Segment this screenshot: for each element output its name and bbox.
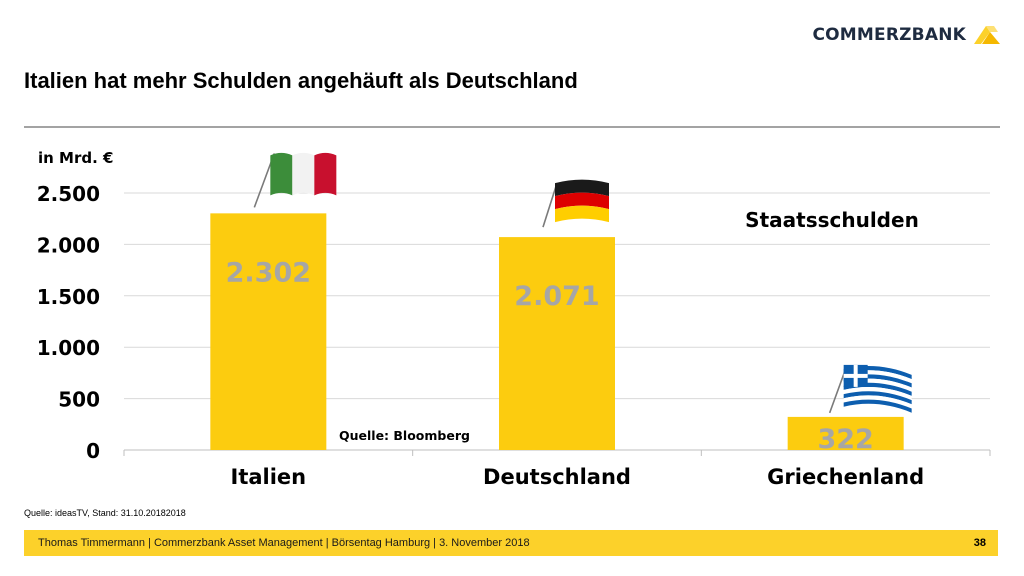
italy-flag-icon	[253, 152, 337, 208]
footer-bar: Thomas Timmermann | Commerzbank Asset Ma…	[24, 530, 998, 556]
germany-flag-icon	[542, 179, 609, 228]
ribbon-logo-icon	[974, 26, 1000, 44]
source-note: Quelle: ideasTV, Stand: 31.10.20182018	[24, 508, 186, 518]
bar-italien	[210, 213, 327, 450]
y-tick-label: 2.500	[37, 182, 100, 206]
chart-title: Staatsschulden	[745, 208, 919, 232]
y-axis-title: in Mrd. €	[38, 149, 113, 167]
bar-layer	[210, 213, 904, 450]
x-tick-label: Griechenland	[767, 465, 924, 489]
commerzbank-logo: COMMERZBANK	[812, 24, 1002, 46]
y-tick-label: 0	[86, 439, 100, 463]
x-tick-label: Deutschland	[483, 465, 631, 489]
y-tick-label: 1.500	[37, 285, 100, 309]
title-divider	[24, 126, 1000, 128]
flag-layer	[253, 152, 912, 414]
source-annotation: Quelle: Bloomberg	[339, 428, 470, 443]
y-tick-label: 1.000	[37, 336, 100, 360]
debt-bar-chart: 0 500 1.000 1.500 2.000 2.500 2.302 Italien 2.0…	[37, 149, 991, 489]
value-label: 2.302	[226, 257, 311, 288]
logo-text: COMMERZBANK	[812, 25, 966, 45]
greece-flag-icon	[828, 364, 912, 414]
bar-griechenland	[787, 416, 904, 450]
y-tick-label: 500	[58, 388, 100, 412]
label-layer: 2.302 Italien 2.071 Deutschland 322 Griechenl…	[226, 257, 925, 489]
page-title: Italien hat mehr Schulden angehäuft als …	[24, 68, 578, 93]
flag-pole	[542, 182, 558, 228]
bar-deutschland	[499, 237, 615, 450]
footer-text: Thomas Timmermann | Commerzbank Asset Ma…	[38, 537, 530, 549]
value-label: 2.071	[514, 281, 599, 312]
flag-pole	[828, 368, 847, 414]
page-number: 38	[973, 537, 986, 549]
x-tick-label: Italien	[231, 465, 307, 489]
y-tick-label: 2.000	[37, 233, 100, 257]
value-label: 322	[817, 424, 873, 455]
